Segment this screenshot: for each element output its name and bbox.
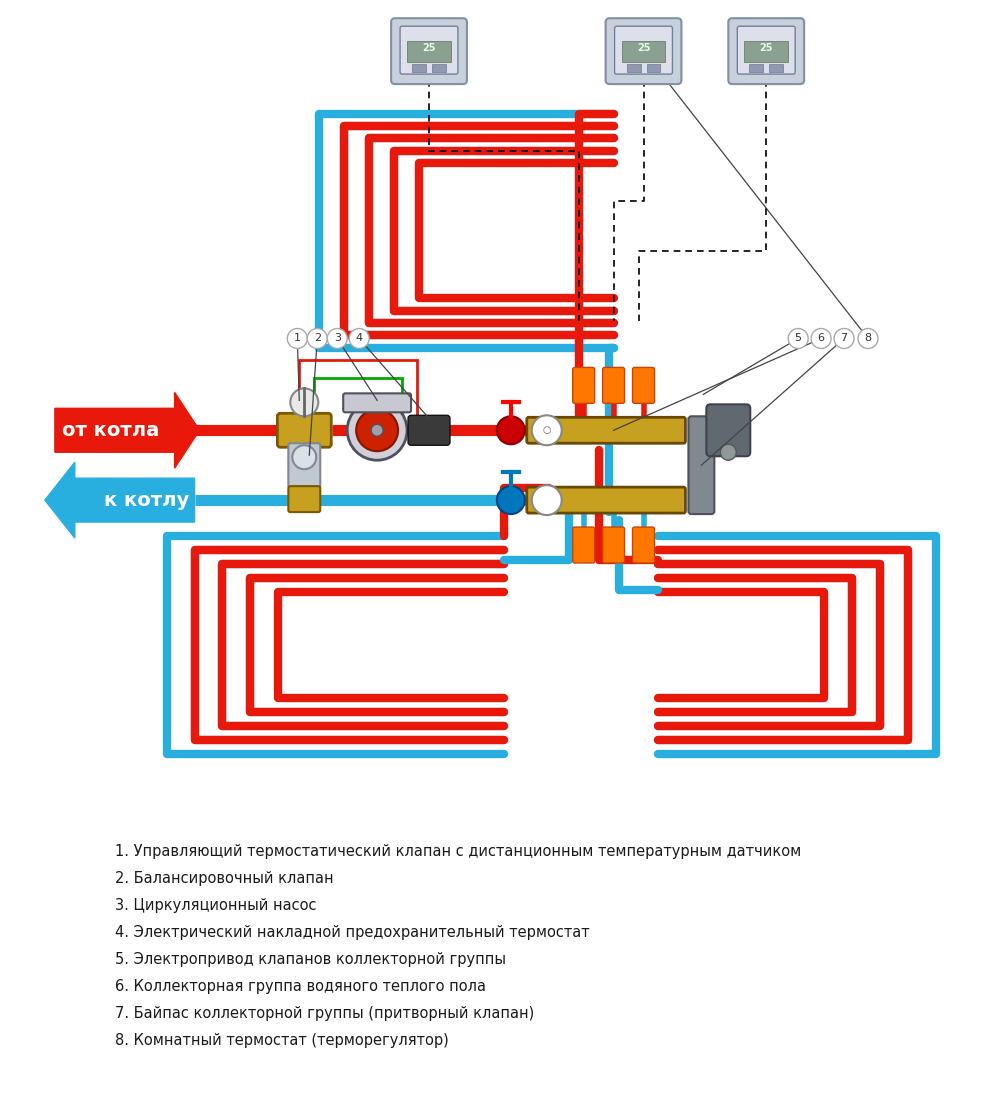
FancyBboxPatch shape xyxy=(343,394,411,412)
Bar xyxy=(432,64,446,73)
Circle shape xyxy=(811,329,831,349)
Text: 8. Комнатный термостат (терморегулятор): 8. Комнатный термостат (терморегулятор) xyxy=(115,1033,448,1048)
Bar xyxy=(647,64,660,73)
Text: 5. Электропривод клапанов коллекторной группы: 5. Электропривод клапанов коллекторной г… xyxy=(115,953,506,967)
Text: 6. Коллекторная группа водяного теплого пола: 6. Коллекторная группа водяного теплого … xyxy=(115,979,486,994)
Bar xyxy=(769,64,783,73)
Text: 3: 3 xyxy=(334,333,341,343)
FancyBboxPatch shape xyxy=(615,26,672,74)
Circle shape xyxy=(532,416,562,446)
Text: 25: 25 xyxy=(759,43,773,53)
Text: 5: 5 xyxy=(795,333,802,343)
Text: 8: 8 xyxy=(864,333,872,343)
Bar xyxy=(412,64,426,73)
Text: 3. Циркуляционный насос: 3. Циркуляционный насос xyxy=(115,899,316,913)
Text: к котлу: к котлу xyxy=(104,491,190,509)
Text: 25: 25 xyxy=(637,43,650,53)
FancyBboxPatch shape xyxy=(288,486,320,513)
FancyBboxPatch shape xyxy=(633,527,654,563)
Polygon shape xyxy=(55,393,200,469)
FancyBboxPatch shape xyxy=(391,19,467,84)
Circle shape xyxy=(497,486,525,514)
FancyBboxPatch shape xyxy=(603,527,625,563)
Circle shape xyxy=(497,416,525,444)
FancyBboxPatch shape xyxy=(288,443,320,487)
Circle shape xyxy=(292,446,316,470)
FancyBboxPatch shape xyxy=(527,417,685,443)
Text: 2: 2 xyxy=(314,333,321,343)
Circle shape xyxy=(834,329,854,349)
Circle shape xyxy=(307,329,327,349)
Text: 25: 25 xyxy=(422,43,436,53)
Text: 7. Байпас коллекторной группы (притворный клапан): 7. Байпас коллекторной группы (притворны… xyxy=(115,1005,534,1021)
Circle shape xyxy=(371,425,383,437)
Text: 4. Электрический накладной предохранительный термостат: 4. Электрический накладной предохранител… xyxy=(115,925,589,940)
FancyBboxPatch shape xyxy=(728,19,804,84)
Text: 2. Балансировочный клапан: 2. Балансировочный клапан xyxy=(115,871,333,887)
Text: 1: 1 xyxy=(294,333,301,343)
FancyBboxPatch shape xyxy=(527,487,685,513)
Bar xyxy=(622,41,665,62)
Circle shape xyxy=(858,329,878,349)
Circle shape xyxy=(327,329,347,349)
Bar xyxy=(749,64,763,73)
Bar xyxy=(407,41,451,62)
FancyBboxPatch shape xyxy=(573,527,595,563)
Circle shape xyxy=(720,444,736,460)
Text: 1. Управляющий термостатический клапан с дистанционным температурным датчиком: 1. Управляющий термостатический клапан с… xyxy=(115,845,801,859)
FancyBboxPatch shape xyxy=(737,26,795,74)
Circle shape xyxy=(290,388,318,416)
FancyBboxPatch shape xyxy=(688,416,714,514)
Circle shape xyxy=(347,400,407,460)
Circle shape xyxy=(349,329,369,349)
FancyBboxPatch shape xyxy=(706,405,750,456)
FancyBboxPatch shape xyxy=(573,367,595,404)
Circle shape xyxy=(356,409,398,451)
FancyBboxPatch shape xyxy=(277,414,331,448)
Circle shape xyxy=(532,485,562,515)
Text: 7: 7 xyxy=(840,333,848,343)
Text: от котла: от котла xyxy=(62,421,159,440)
FancyBboxPatch shape xyxy=(400,26,458,74)
Polygon shape xyxy=(45,462,195,538)
Text: 6: 6 xyxy=(818,333,825,343)
Circle shape xyxy=(788,329,808,349)
FancyBboxPatch shape xyxy=(633,367,654,404)
Text: 4: 4 xyxy=(356,333,363,343)
Circle shape xyxy=(287,329,307,349)
FancyBboxPatch shape xyxy=(603,367,625,404)
FancyBboxPatch shape xyxy=(606,19,681,84)
Bar xyxy=(627,64,641,73)
Text: ○: ○ xyxy=(542,426,551,436)
Bar xyxy=(744,41,788,62)
FancyBboxPatch shape xyxy=(408,416,450,446)
